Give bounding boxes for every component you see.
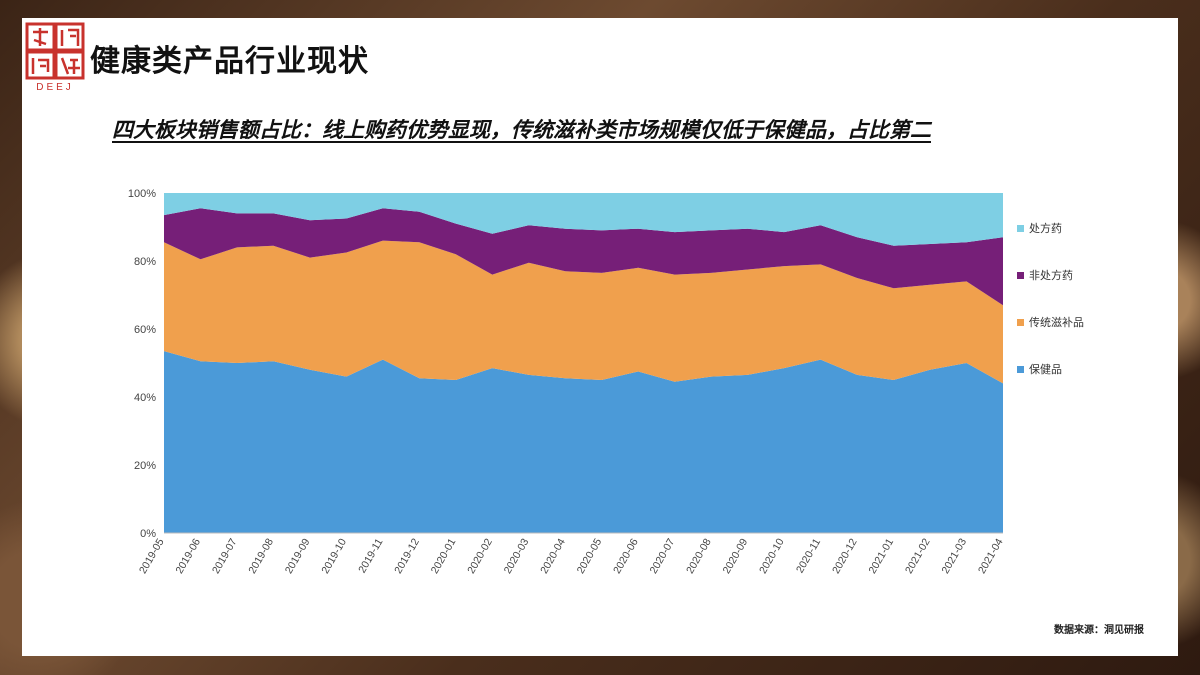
page-title: 健康类产品行业现状	[90, 44, 369, 79]
x-tick-label: 2020-05	[575, 536, 605, 576]
chart-subtitle: 四大板块销售额占比：线上购药优势显现，传统滋补类市场规模仅低于保健品，占比第二	[112, 117, 931, 142]
y-tick-label: 80%	[134, 256, 156, 268]
x-tick-label: 2019-07	[210, 536, 240, 576]
x-tick-label: 2020-12	[830, 536, 860, 576]
legend-swatch	[1017, 225, 1024, 232]
x-tick-label: 2019-10	[319, 536, 349, 576]
x-tick-label: 2020-03	[502, 536, 532, 576]
x-tick-label: 2020-02	[465, 536, 495, 576]
x-tick-label: 2019-12	[392, 536, 422, 576]
slide-card: DEEJ 健康类产品行业现状 四大板块销售额占比：线上购药优势显现，传统滋补类市…	[22, 18, 1178, 656]
x-tick-label: 2019-09	[283, 536, 313, 576]
y-tick-label: 20%	[134, 460, 156, 472]
area-series-2	[164, 208, 1003, 306]
x-tick-label: 2019-08	[246, 536, 276, 576]
x-tick-label: 2020-01	[429, 536, 459, 576]
legend-swatch	[1017, 366, 1024, 373]
x-tick-label: 2020-06	[611, 536, 641, 576]
x-tick-label: 2019-06	[173, 536, 203, 576]
legend-label: 传统滋补品	[1029, 316, 1084, 329]
x-tick-label: 2020-04	[538, 536, 568, 576]
x-tick-label: 2019-05	[137, 536, 167, 576]
x-tick-label: 2020-07	[648, 536, 678, 576]
legend-swatch	[1017, 272, 1024, 279]
area-series-1	[164, 240, 1003, 384]
y-tick-label: 100%	[128, 188, 156, 200]
legend-label: 非处方药	[1029, 268, 1073, 282]
x-tick-label: 2021-01	[867, 536, 897, 576]
x-tick-label: 2021-03	[939, 536, 969, 576]
x-tick-label: 2019-11	[356, 536, 385, 575]
legend-label: 保健品	[1029, 362, 1062, 376]
x-tick-label: 2020-09	[721, 536, 751, 576]
y-tick-label: 60%	[134, 324, 156, 336]
stacked-area-chart: 0%20%40%60%80%100%2019-05 2019-06 2019-07 2…	[128, 188, 1084, 576]
data-source: 数据来源：洞见研报	[1054, 625, 1144, 636]
x-tick-label: 2020-08	[684, 536, 714, 576]
y-tick-label: 0%	[140, 528, 156, 540]
x-tick-label: 2021-02	[903, 536, 933, 576]
area-series-0	[164, 351, 1003, 533]
x-tick-label: 2020-11	[794, 536, 823, 575]
x-tick-label: 2020-10	[757, 536, 787, 576]
logo-text: DEEJ	[36, 82, 74, 92]
legend-label: 处方药	[1029, 221, 1062, 235]
x-tick-label: 2021-04	[976, 536, 1006, 576]
y-tick-label: 40%	[134, 392, 156, 404]
brand-logo: DEEJ	[25, 22, 85, 92]
area-series-3	[164, 193, 1003, 246]
legend-swatch	[1017, 319, 1024, 326]
